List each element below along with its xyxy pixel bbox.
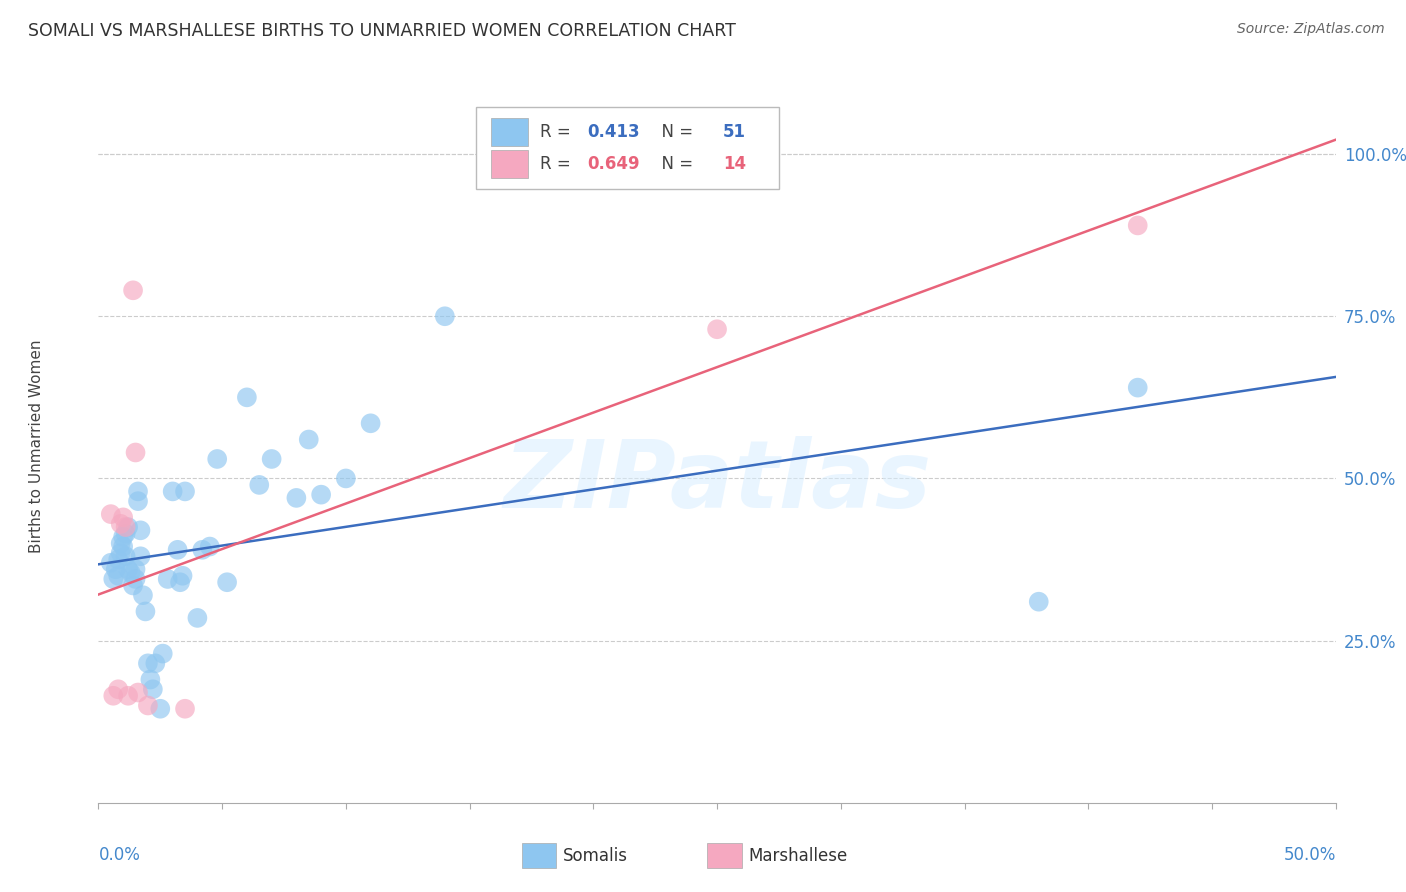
Point bbox=[129, 524, 152, 538]
Point bbox=[260, 452, 283, 467]
Point bbox=[127, 484, 149, 499]
Point bbox=[127, 494, 149, 508]
Point bbox=[114, 526, 136, 541]
Text: 0.649: 0.649 bbox=[588, 155, 640, 173]
Point bbox=[166, 542, 188, 557]
Point bbox=[110, 536, 132, 550]
Point bbox=[110, 516, 132, 531]
Text: Somalis: Somalis bbox=[562, 847, 627, 864]
Point bbox=[174, 484, 197, 499]
FancyBboxPatch shape bbox=[522, 844, 557, 869]
Point bbox=[136, 698, 159, 713]
Point bbox=[205, 452, 228, 467]
Point bbox=[191, 542, 214, 557]
Point bbox=[360, 417, 382, 431]
Point bbox=[124, 445, 146, 459]
Point bbox=[103, 572, 125, 586]
Point bbox=[247, 478, 270, 492]
Text: Source: ZipAtlas.com: Source: ZipAtlas.com bbox=[1237, 22, 1385, 37]
Point bbox=[198, 540, 221, 554]
Point bbox=[1126, 219, 1149, 233]
Text: Births to Unmarried Women: Births to Unmarried Women bbox=[30, 339, 44, 553]
Point bbox=[127, 685, 149, 699]
Point bbox=[124, 562, 146, 576]
Point bbox=[104, 562, 127, 576]
Point bbox=[433, 310, 456, 324]
Text: ZIPatlas: ZIPatlas bbox=[503, 435, 931, 528]
Point bbox=[110, 546, 132, 560]
Point bbox=[142, 682, 165, 697]
FancyBboxPatch shape bbox=[707, 844, 742, 869]
Point bbox=[112, 510, 135, 524]
Text: SOMALI VS MARSHALLESE BIRTHS TO UNMARRIED WOMEN CORRELATION CHART: SOMALI VS MARSHALLESE BIRTHS TO UNMARRIE… bbox=[28, 22, 735, 40]
FancyBboxPatch shape bbox=[491, 118, 527, 146]
Point bbox=[122, 283, 145, 297]
Text: R =: R = bbox=[540, 123, 576, 141]
FancyBboxPatch shape bbox=[475, 107, 779, 189]
Point bbox=[139, 673, 162, 687]
Point bbox=[117, 520, 139, 534]
Point bbox=[285, 491, 308, 505]
Point bbox=[152, 647, 174, 661]
Point bbox=[143, 657, 166, 671]
Point bbox=[172, 568, 194, 582]
Point bbox=[1028, 595, 1050, 609]
Point bbox=[162, 484, 184, 499]
Point bbox=[103, 689, 125, 703]
Point bbox=[149, 702, 172, 716]
Point bbox=[112, 530, 135, 544]
Point bbox=[129, 549, 152, 564]
Point bbox=[117, 562, 139, 576]
Point bbox=[107, 568, 129, 582]
Point bbox=[309, 488, 332, 502]
Point bbox=[335, 471, 357, 485]
Point bbox=[1126, 381, 1149, 395]
Text: 50.0%: 50.0% bbox=[1284, 846, 1336, 863]
Point bbox=[132, 588, 155, 602]
Point bbox=[186, 611, 208, 625]
Point bbox=[236, 390, 259, 404]
Text: N =: N = bbox=[651, 155, 699, 173]
Point bbox=[107, 682, 129, 697]
Text: 51: 51 bbox=[723, 123, 747, 141]
Point bbox=[112, 540, 135, 554]
FancyBboxPatch shape bbox=[491, 150, 527, 178]
Point bbox=[122, 578, 145, 592]
Point bbox=[217, 575, 239, 590]
Text: 0.0%: 0.0% bbox=[98, 846, 141, 863]
Point bbox=[120, 566, 142, 580]
Point bbox=[117, 689, 139, 703]
Point bbox=[706, 322, 728, 336]
Point bbox=[169, 575, 191, 590]
Point bbox=[174, 702, 197, 716]
Text: 14: 14 bbox=[723, 155, 747, 173]
Point bbox=[114, 549, 136, 564]
Point bbox=[156, 572, 179, 586]
Point bbox=[107, 552, 129, 566]
Point bbox=[114, 520, 136, 534]
Point bbox=[134, 604, 156, 618]
Text: N =: N = bbox=[651, 123, 699, 141]
Point bbox=[100, 556, 122, 570]
Text: 0.413: 0.413 bbox=[588, 123, 640, 141]
Point bbox=[298, 433, 321, 447]
Point bbox=[124, 572, 146, 586]
Text: R =: R = bbox=[540, 155, 576, 173]
Point bbox=[136, 657, 159, 671]
Text: Marshallese: Marshallese bbox=[748, 847, 848, 864]
Point bbox=[100, 507, 122, 521]
